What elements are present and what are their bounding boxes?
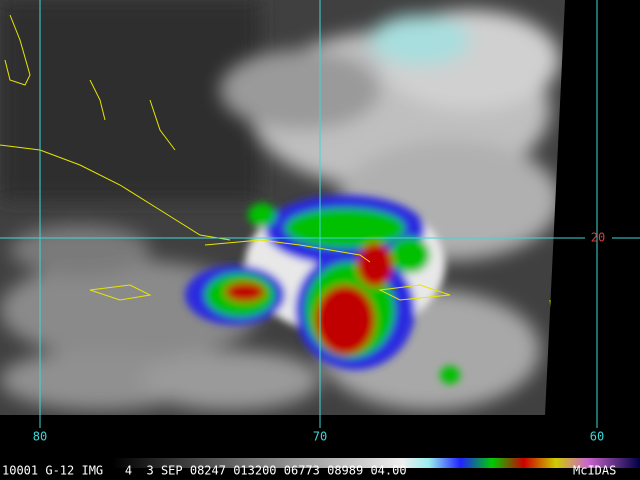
lon-label: 60 [590, 430, 604, 444]
storm [185, 195, 460, 384]
lon-label: 80 [33, 430, 47, 444]
color-scale [112, 458, 640, 468]
lat-label: 20 [591, 231, 605, 245]
graticule [0, 0, 640, 428]
image-area [0, 0, 565, 415]
footer-info: 10001 G-12 IMG 4 3 SEP 08247 013200 0677… [2, 464, 407, 478]
lon-label: 70 [313, 430, 327, 444]
footer-brand: McIDAS [573, 464, 616, 478]
